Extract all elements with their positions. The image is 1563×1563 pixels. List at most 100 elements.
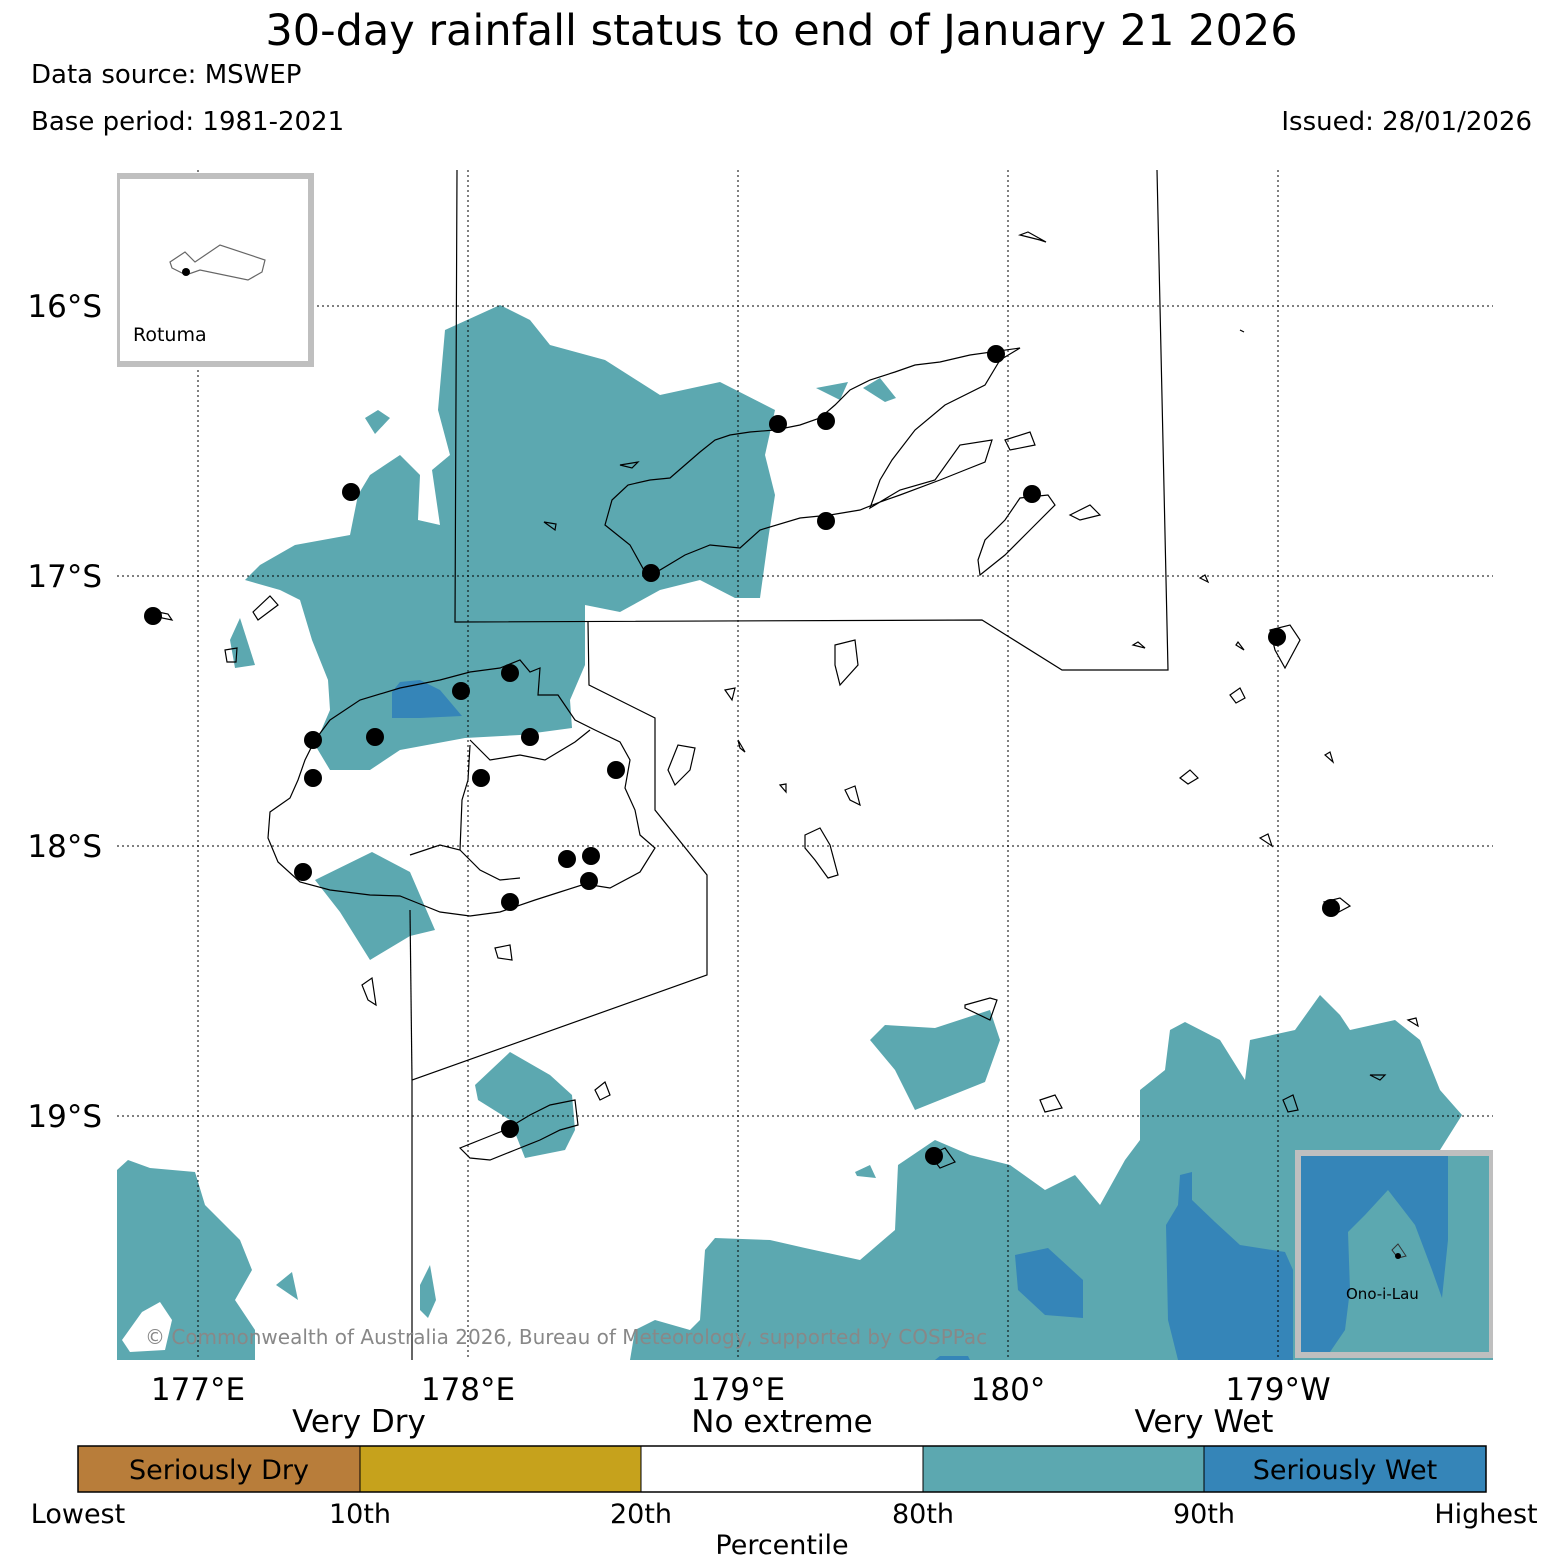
station-marker [501, 1120, 519, 1138]
very-wet-region-taveuni-strip [863, 378, 896, 402]
islet-a [1017, 231, 1047, 243]
station-marker [925, 1147, 943, 1165]
station-marker [1023, 485, 1041, 503]
ono-i-lau-label: Ono-i-Lau [1346, 1285, 1419, 1303]
very-wet-region-lau-central [870, 1010, 1000, 1110]
seriously-wet-region-ba [392, 680, 462, 718]
legend-label-seriously-wet: Seriously Wet [1253, 1455, 1437, 1486]
islet-g [1258, 833, 1274, 848]
station-marker [817, 412, 835, 430]
viti-levu-coast [267, 659, 656, 917]
station-marker [501, 893, 519, 911]
islet-u [494, 944, 513, 961]
vanua-levu-coast [604, 347, 1021, 573]
very-wet-region-islet-1 [276, 1272, 298, 1300]
lat-label-17s: 17°S [27, 559, 102, 595]
longitude-labels: 177°E 178°E 179°E 180° 179°W [151, 1372, 1331, 1408]
islet-p [844, 785, 861, 807]
lat-label-16s: 16°S [27, 289, 102, 325]
legend-tick-20th: 20th [610, 1499, 672, 1530]
viti-levu-inner-3 [409, 844, 521, 881]
station-marker [521, 728, 539, 746]
station-marker [580, 872, 598, 890]
legend-axis-label: Percentile [715, 1530, 848, 1561]
koro-island [834, 639, 859, 687]
islet-f [1179, 769, 1199, 785]
station-marker [1322, 899, 1340, 917]
legend: Very Dry No extreme Very Wet Seriously D… [31, 1404, 1538, 1561]
islet-l [1406, 1017, 1419, 1028]
legend-tick-90th: 90th [1173, 1499, 1235, 1530]
gridlines [117, 170, 1493, 1360]
islet-z [1068, 504, 1102, 521]
very-wet-region-islet-3 [855, 1165, 876, 1178]
ono-i-lau-station-marker [1395, 1253, 1401, 1259]
lon-label-179e: 179°E [691, 1372, 785, 1408]
islet-x [619, 461, 640, 469]
islet-n [1198, 574, 1210, 584]
islet-c [1131, 641, 1146, 649]
station-marker [769, 415, 787, 433]
islet-o [1269, 624, 1301, 670]
base-period-text: Base period: 1981-2021 [31, 107, 345, 137]
rotuma-station-marker [182, 268, 190, 276]
islet-w [543, 521, 557, 532]
issued-date-text: Issued: 28/01/2026 [1281, 107, 1532, 137]
very-wet-region-kadavu [475, 1052, 575, 1158]
station-marker [501, 664, 519, 682]
legend-swatch-very-wet [922, 1445, 1205, 1493]
station-marker [607, 761, 625, 779]
very-wet-region-northwest-viti-levu [245, 305, 775, 770]
legend-tick-10th: 10th [329, 1499, 391, 1530]
station-marker [144, 607, 162, 625]
viti-levu-inner-1 [469, 729, 591, 761]
legend-swatch-no-extreme [640, 1445, 924, 1493]
legend-category-no-extreme: No extreme [691, 1404, 872, 1440]
very-wet-region-vanua-levu-east [816, 382, 848, 400]
islet-aa [224, 647, 238, 663]
station-marker [817, 512, 835, 530]
station-marker [558, 850, 576, 868]
station-marker [294, 863, 312, 881]
legend-tick-highest: Highest [1434, 1499, 1537, 1530]
legend-swatch-very-dry [359, 1445, 642, 1493]
lat-label-18s: 18°S [27, 829, 102, 865]
seriously-wet-region-lau-south [1015, 1248, 1083, 1318]
very-wet-region-southwest-coast [315, 852, 435, 960]
islet-i [1323, 751, 1335, 764]
station-marker [366, 728, 384, 746]
rotuma-label: Rotuma [133, 324, 207, 346]
legend-frame [77, 1445, 1487, 1493]
lon-label-178e: 178°E [421, 1372, 515, 1408]
lon-label-180: 180° [971, 1372, 1046, 1408]
islet-m [1039, 1094, 1063, 1113]
lat-label-19s: 19°S [27, 1099, 102, 1135]
station-marker [582, 847, 600, 865]
islet-bb [252, 595, 279, 621]
ono-i-lau-inset: Ono-i-Lau [1295, 1150, 1493, 1358]
no-extreme-hole-southwest [122, 1302, 172, 1352]
islet-r [737, 739, 746, 753]
lon-label-177e: 177°E [151, 1372, 245, 1408]
seriously-wet-region-southeast [1166, 1172, 1293, 1360]
seriously-wet-regions [392, 680, 1293, 1360]
islet-k [1369, 1074, 1387, 1081]
map-area: Rotuma Ono-i-Lau © Commonwealth of Austr… [117, 170, 1493, 1360]
islet-v [361, 976, 377, 1007]
latitude-labels: 16°S 17°S 18°S 19°S [27, 289, 102, 1135]
station-marker [642, 564, 660, 582]
station-marker [452, 682, 470, 700]
legend-category-very-wet: Very Wet [1135, 1404, 1274, 1440]
islet-q [723, 687, 736, 702]
very-wet-regions [117, 305, 1493, 1360]
station-marker [304, 731, 322, 749]
islet-s [778, 783, 787, 794]
lon-label-179w: 179°W [1225, 1372, 1330, 1408]
station-marker [1268, 628, 1286, 646]
legend-tick-80th: 80th [892, 1499, 954, 1530]
taveuni-coast [977, 494, 1056, 577]
station-marker [304, 769, 322, 787]
very-wet-region-islet-2 [420, 1265, 436, 1318]
islet-y [1004, 431, 1036, 451]
